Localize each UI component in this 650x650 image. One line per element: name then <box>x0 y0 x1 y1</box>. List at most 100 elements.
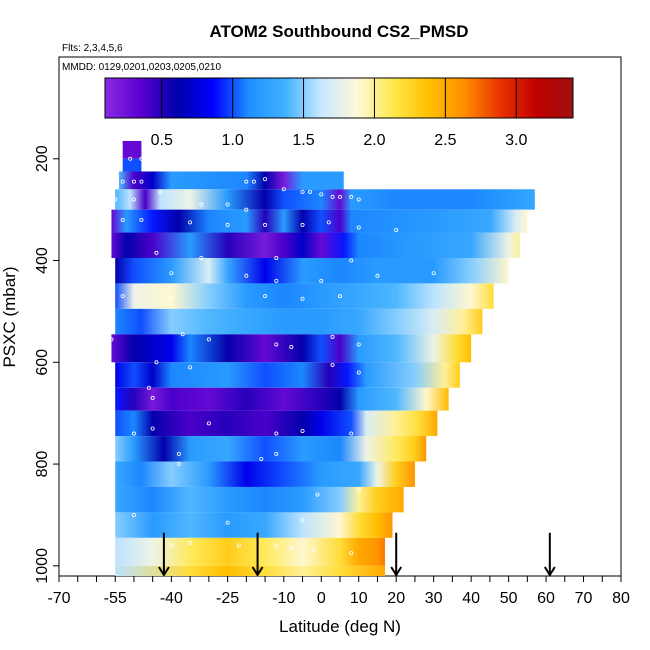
sample-point <box>274 543 279 548</box>
sample-point <box>139 217 144 222</box>
sample-point <box>169 271 174 276</box>
sample-point <box>308 189 313 194</box>
plot-area: MMDD: 0129,0201,0203,0205,0210 <box>58 56 622 577</box>
sample-point <box>244 273 249 278</box>
heatmap-band <box>115 189 535 210</box>
sample-point <box>188 540 193 545</box>
x-tick-label: 70 <box>575 590 593 607</box>
x-tick-label: -10 <box>272 590 295 607</box>
sample-point <box>169 543 174 548</box>
sample-point <box>206 421 211 426</box>
sample-point <box>139 156 144 161</box>
colorbar-tick-label: 1.0 <box>222 132 244 149</box>
dates-label: MMDD: 0129,0201,0203,0205,0210 <box>62 62 221 73</box>
x-tick-label: 0 <box>317 590 326 607</box>
heatmap-band <box>115 283 494 309</box>
sample-point <box>225 520 230 525</box>
colorbar-ticks: 0.5 1.0 1.5 2.0 2.5 3.0 <box>151 78 527 149</box>
heatmap-band <box>111 232 520 258</box>
sample-point <box>330 334 335 339</box>
flights-label: Flts: 2,3,4,5,6 <box>62 43 123 54</box>
y-axis: 200 400 600 800 1000 <box>34 145 59 584</box>
sample-point <box>188 220 193 225</box>
sample-points <box>109 156 436 556</box>
sample-point <box>356 487 361 492</box>
sample-point <box>120 179 125 184</box>
x-tick-label: 40 <box>462 590 480 607</box>
x-tick-label: 10 <box>350 590 368 607</box>
sample-point <box>169 296 174 301</box>
sample-point <box>431 271 436 276</box>
heatmap-band <box>111 209 528 233</box>
colorbar-tick-label: 3.0 <box>505 132 527 149</box>
sample-point <box>337 294 342 299</box>
sample-point <box>311 548 316 553</box>
sample-point <box>131 197 136 202</box>
sample-point <box>176 451 181 456</box>
sample-point <box>300 428 305 433</box>
sample-point <box>274 431 279 436</box>
sample-point <box>330 194 335 199</box>
y-tick-label: 1000 <box>34 548 51 584</box>
x-tick-label: 80 <box>612 590 630 607</box>
y-tick-label: 600 <box>34 349 51 376</box>
sample-point <box>150 426 155 431</box>
sample-point <box>319 192 324 197</box>
heatmap-layers <box>111 140 535 576</box>
x-tick-label: 20 <box>387 590 405 607</box>
heatmap-band <box>115 537 385 566</box>
sample-point <box>315 492 320 497</box>
sample-point <box>281 187 286 192</box>
sample-point <box>356 197 361 202</box>
sample-point <box>274 451 279 456</box>
x-tick-label: 50 <box>500 590 518 607</box>
sample-point <box>236 543 241 548</box>
colorbar-tick-label: 1.5 <box>292 132 314 149</box>
sample-point <box>199 202 204 207</box>
colorbar-gradient <box>104 77 574 119</box>
x-tick-label: 60 <box>537 590 555 607</box>
heatmap-band <box>115 387 449 411</box>
sample-point <box>319 278 324 283</box>
heatmap-band <box>122 140 142 159</box>
sample-point <box>274 278 279 283</box>
sample-point <box>300 189 305 194</box>
sample-point <box>330 362 335 367</box>
sample-point <box>180 332 185 337</box>
sample-point <box>199 255 204 260</box>
x-tick-label: -40 <box>160 590 183 607</box>
sample-point <box>394 227 399 232</box>
x-tick-label: -25 <box>216 590 239 607</box>
heatmap-band <box>115 512 393 538</box>
sample-point <box>300 222 305 227</box>
sample-point <box>109 337 114 342</box>
colorbar: 0.5 1.0 1.5 2.0 2.5 3.0 <box>104 77 574 149</box>
sample-point <box>274 255 279 260</box>
heatmap-band <box>118 171 344 190</box>
sample-point <box>349 431 354 436</box>
sample-point <box>131 512 136 517</box>
sample-point <box>274 342 279 347</box>
sample-point <box>300 296 305 301</box>
sample-point <box>169 156 174 161</box>
x-tick-label: 30 <box>425 590 443 607</box>
heatmap-band <box>122 158 142 172</box>
latitude-arrow <box>543 532 556 577</box>
sample-point <box>263 177 268 182</box>
sample-point <box>131 431 136 436</box>
sample-point <box>326 220 331 225</box>
sample-point <box>120 217 125 222</box>
x-axis-label: Latitude (deg N) <box>279 617 401 636</box>
sample-point <box>113 197 118 202</box>
sample-point <box>244 179 249 184</box>
heatmap-band <box>115 565 385 576</box>
sample-point <box>206 337 211 342</box>
sample-point <box>139 179 144 184</box>
colorbar-tick-label: 2.5 <box>434 132 456 149</box>
sample-point <box>146 156 151 161</box>
sample-point <box>349 551 354 556</box>
y-tick-label: 200 <box>34 145 51 172</box>
sample-point <box>154 250 159 255</box>
latitude-arrows <box>158 532 556 577</box>
